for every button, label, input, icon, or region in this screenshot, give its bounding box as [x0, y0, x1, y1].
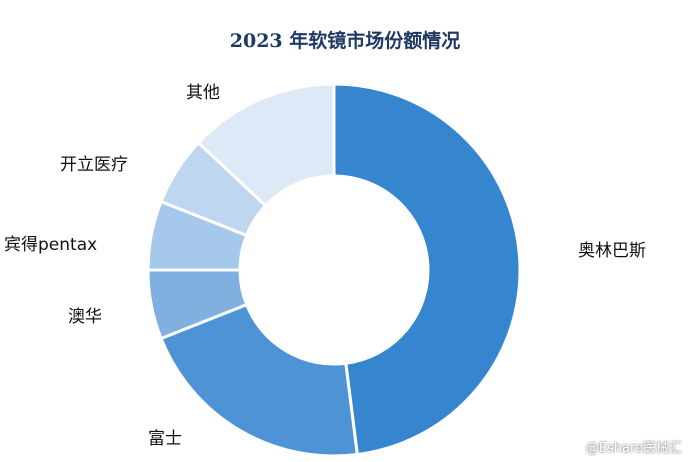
- chart-title: 2023 年软镜市场份额情况: [229, 30, 461, 52]
- slice-label-2: 澳华: [68, 307, 102, 327]
- slice-1: [159, 302, 359, 458]
- slice-label-4: 开立医疗: [60, 155, 128, 175]
- slice-label-3: 宾得pentax: [4, 235, 97, 255]
- watermark: @Eshare医械汇: [585, 441, 682, 456]
- slice-label-5: 其他: [186, 83, 220, 103]
- slice-label-1: 富士: [148, 429, 182, 449]
- slice-0: [332, 82, 522, 457]
- slices-group: [146, 82, 522, 458]
- slice-label-0: 奥林巴斯: [578, 241, 646, 261]
- slice-5: [196, 82, 336, 208]
